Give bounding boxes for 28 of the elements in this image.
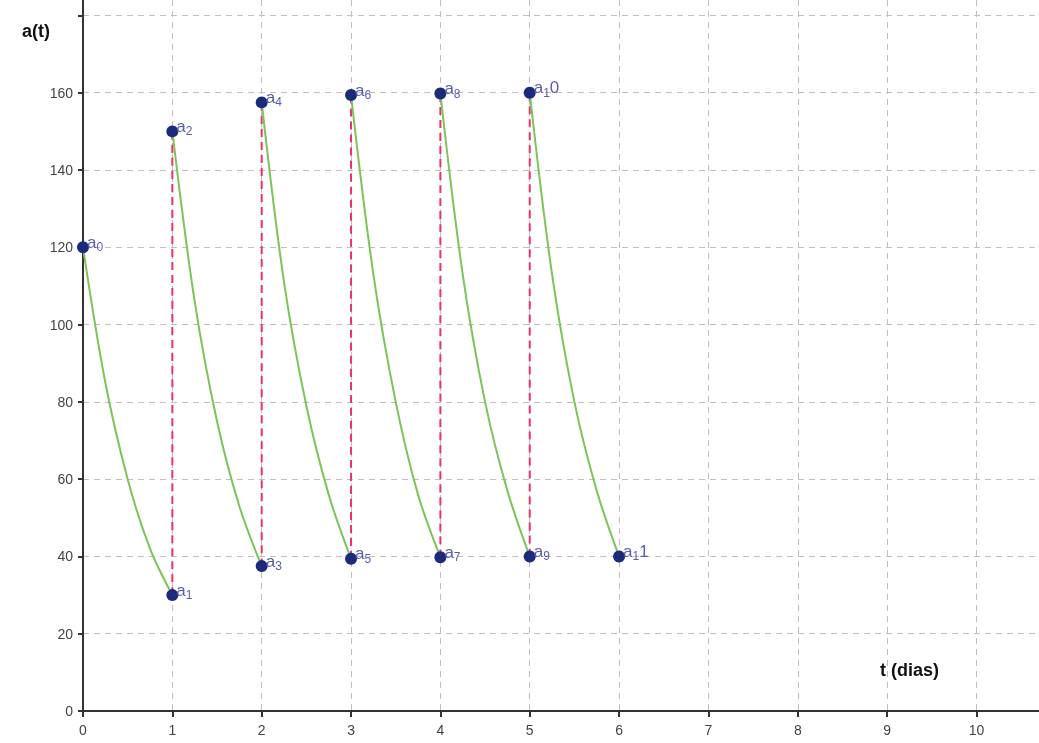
x-tick-label: 8 (793, 722, 802, 738)
y-tick-label: 40 (57, 548, 74, 565)
point (523, 550, 536, 563)
point (255, 560, 268, 573)
y-tick-label: 140 (49, 162, 74, 179)
y-tick-label: 120 (49, 239, 74, 256)
x-tick-label: 7 (704, 722, 713, 738)
x-tick-label: 10 (968, 722, 985, 738)
y-tick-label: 20 (57, 625, 74, 642)
x-tick-label: 5 (525, 722, 534, 738)
point (166, 589, 179, 602)
x-tick-label: 4 (436, 722, 445, 738)
point (255, 96, 268, 109)
point (434, 551, 447, 564)
y-tick-label: 60 (57, 471, 74, 488)
y-tick-label: 0 (65, 703, 74, 719)
y-axis-title: a(t) (22, 21, 50, 41)
x-tick-label: 2 (257, 722, 266, 738)
y-tick-label: 160 (49, 84, 74, 101)
x-axis-title: t (dias) (880, 660, 940, 680)
y-tick-label: 100 (49, 316, 74, 333)
y-tick-label: 80 (57, 393, 74, 410)
x-tick-label: 6 (615, 722, 624, 738)
x-tick-label: 0 (79, 722, 88, 738)
x-tick-label: 9 (883, 722, 892, 738)
x-tick-label: 3 (347, 722, 356, 738)
point (523, 86, 536, 99)
x-tick-label: 1 (168, 722, 177, 738)
